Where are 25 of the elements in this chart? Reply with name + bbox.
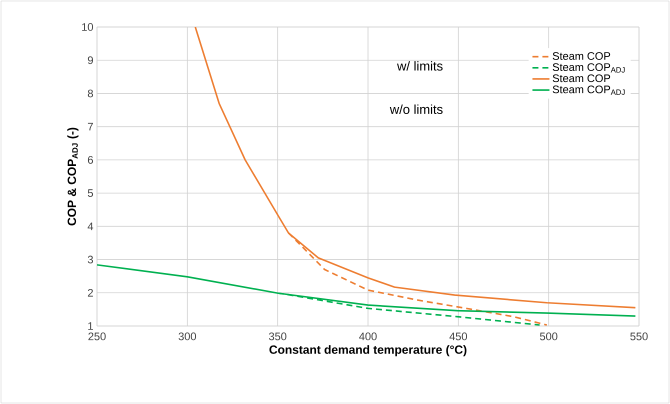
- x-tick-label: 400: [359, 332, 377, 340]
- x-tick-label: 300: [178, 332, 196, 340]
- x-tick-label: 450: [449, 332, 468, 340]
- legend-label: Steam COP$_{ADJ}$: [552, 63, 625, 73]
- y-tick-label: 8: [88, 90, 93, 98]
- y-tick-label: 10: [82, 23, 94, 31]
- x-axis-title: Constant demand temperature (°C): [269, 345, 466, 356]
- y-tick-label: 7: [88, 122, 93, 130]
- legend-label: Steam COP: [552, 74, 610, 82]
- x-tick-label: 350: [268, 332, 286, 340]
- x-tick-label: 500: [540, 332, 558, 340]
- y-tick-label: 4: [88, 222, 94, 230]
- y-tick-label: 2: [88, 288, 93, 297]
- annotation: w/ limits: [397, 61, 443, 71]
- x-tick-label: 250: [88, 332, 106, 340]
- y-tick-label: 1: [88, 322, 93, 330]
- y-tick-label: 3: [88, 256, 93, 264]
- legend-label: Steam COP: [552, 52, 610, 60]
- legend-label: Steam COP$_{ADJ}$: [552, 86, 625, 95]
- y-tick-label: 6: [88, 156, 93, 164]
- y-axis-title: COP & COP$_{ADJ}$ (-): [67, 128, 78, 226]
- y-tick-label: 5: [88, 189, 94, 197]
- y-tick-label: 9: [88, 56, 93, 64]
- annotation: w/o limits: [390, 104, 443, 114]
- x-tick-label: 550: [630, 332, 648, 340]
